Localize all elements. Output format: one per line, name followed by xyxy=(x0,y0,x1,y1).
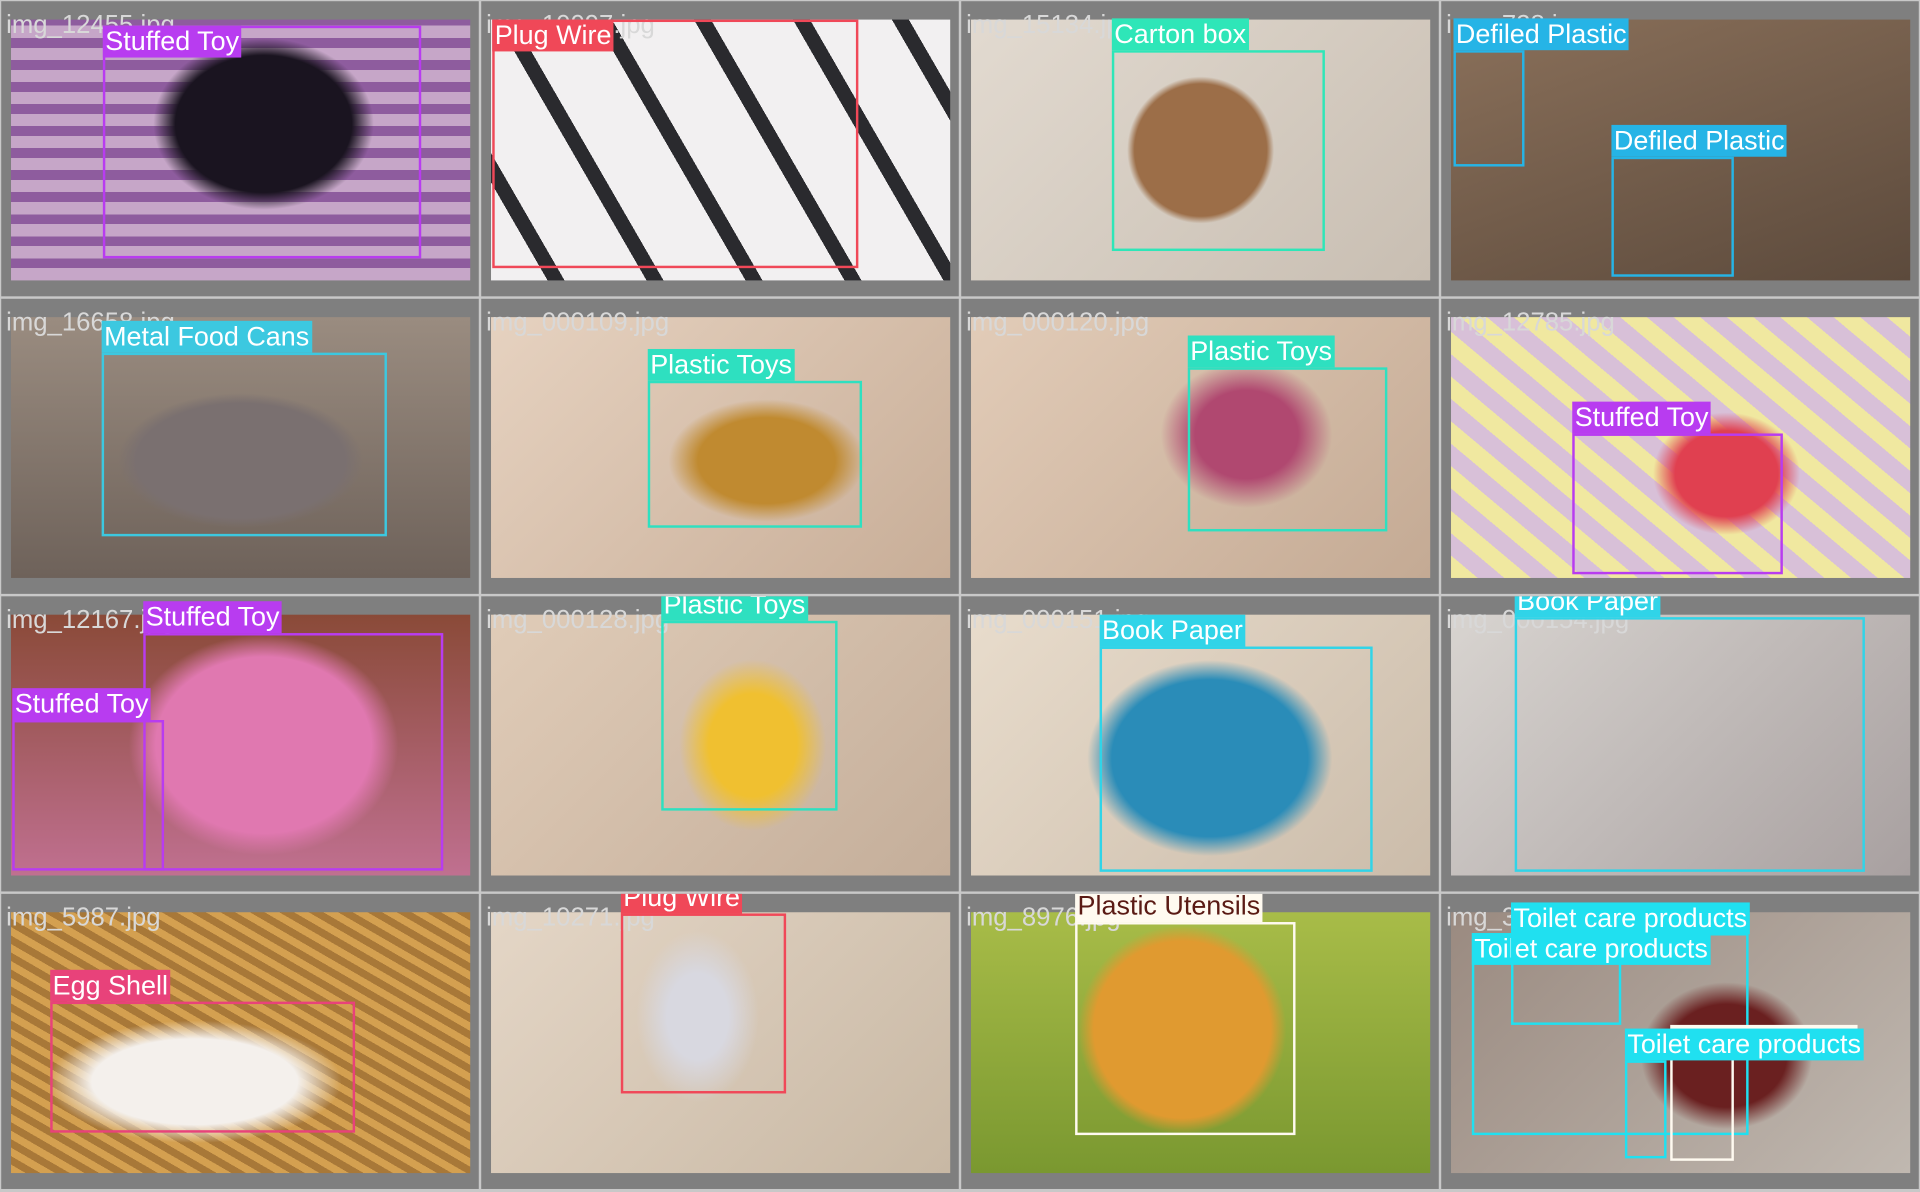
filename: img_000109.jpg xyxy=(486,308,670,337)
image-tile: img_000151.jpg Book Paper xyxy=(961,596,1439,892)
filename: img_12785.jpg xyxy=(1446,308,1615,337)
class-label: Book Paper xyxy=(1099,614,1246,647)
photo xyxy=(971,912,1431,1174)
bounding-box xyxy=(1624,1060,1667,1159)
filename: img_000120.jpg xyxy=(966,308,1150,337)
class-label: Metal Food Cans xyxy=(101,320,312,353)
class-label: Plastic Toys xyxy=(661,596,808,621)
class-label: Plastic Utensils xyxy=(1075,893,1263,923)
bounding-box xyxy=(1099,646,1373,872)
class-label: Plastic Toys xyxy=(1187,335,1335,368)
bounding-box xyxy=(1514,617,1865,872)
class-label: Defiled Plastic xyxy=(1453,18,1630,51)
filename: img_000128.jpg xyxy=(486,606,670,635)
bounding-box xyxy=(1187,367,1388,532)
image-tile: img_000109.jpg Plastic Toys xyxy=(481,298,959,594)
photo xyxy=(491,614,951,876)
class-label: Toilet care products xyxy=(1624,1028,1864,1061)
image-tile: img_12785.jpg Stuffed Toy xyxy=(1441,298,1919,594)
bounding-box xyxy=(143,633,444,871)
image-tile: img_12455.jpg Stuffed Toy xyxy=(1,1,479,297)
image-tile: img_10271.jpg Plug Wire xyxy=(481,893,959,1189)
photo xyxy=(491,912,951,1174)
bounding-box xyxy=(1611,156,1734,277)
class-label: Toilet care products xyxy=(1511,902,1750,935)
image-tile: img_8976.jpg Plastic Utensils xyxy=(961,893,1439,1189)
class-label: Plug Wire xyxy=(492,19,614,52)
filename: img_5987.jpg xyxy=(6,903,161,932)
image-tile: img_000128.jpg Plastic Toys xyxy=(481,596,959,892)
image-tile: img_5987.jpg Egg Shell xyxy=(1,893,479,1189)
photo xyxy=(491,19,951,281)
image-tile: img_15134.jpg Carton box xyxy=(961,1,1439,297)
filename: img_15134.jpg xyxy=(966,11,1135,40)
photo xyxy=(971,614,1431,876)
class-label: Book Paper xyxy=(1514,596,1661,618)
photo xyxy=(11,912,471,1174)
image-tile: img_000120.jpg Plastic Toys xyxy=(961,298,1439,594)
bounding-box xyxy=(50,1001,356,1133)
bounding-box xyxy=(661,620,838,811)
class-label: Stuffed Toy xyxy=(12,688,151,721)
image-tile: img_16658.jpg Metal Food Cans xyxy=(1,298,479,594)
bounding-box xyxy=(647,380,863,528)
photo xyxy=(971,19,1431,281)
photo xyxy=(1451,317,1911,578)
class-label: Egg Shell xyxy=(50,969,171,1002)
class-label: Carton box xyxy=(1111,18,1249,51)
class-label: Stuffed Toy xyxy=(1572,401,1711,434)
bounding-box xyxy=(1670,1056,1734,1161)
bounding-box xyxy=(1111,50,1325,252)
photo xyxy=(11,19,471,281)
photo xyxy=(11,614,471,876)
class-label: Defiled Plastic xyxy=(1611,124,1788,157)
bounding-box xyxy=(1572,433,1783,575)
image-tile: img_000154.jpg Book Paper xyxy=(1441,596,1919,892)
bounding-box xyxy=(620,913,787,1094)
bounding-box xyxy=(492,19,859,269)
bounding-box xyxy=(102,25,422,259)
class-label: Stuffed Toy xyxy=(143,601,282,634)
class-label: Plastic Toys xyxy=(647,348,795,381)
image-tile: img_12167.jpg Stuffed Toy Stuffed Toy xyxy=(1,596,479,892)
bounding-box xyxy=(101,352,387,537)
bounding-box xyxy=(1075,922,1296,1136)
class-label: Plug Wire xyxy=(620,893,743,914)
bounding-box xyxy=(1453,50,1525,167)
class-label: Stuffed Toy xyxy=(102,25,242,58)
photo xyxy=(1451,614,1911,876)
bounding-box xyxy=(12,720,165,871)
bounding-box xyxy=(1511,934,1622,1025)
